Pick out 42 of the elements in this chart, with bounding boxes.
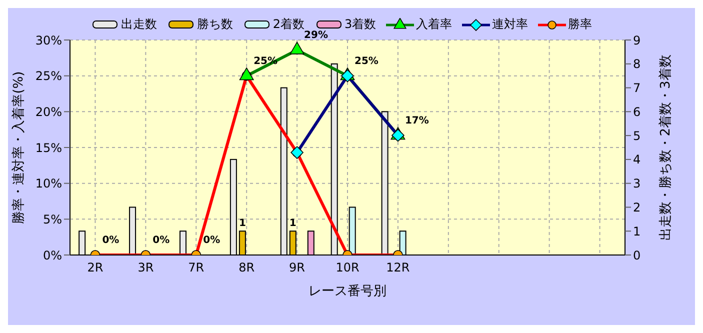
data-label: 1 xyxy=(289,218,296,230)
legend-label: 3着数 xyxy=(344,17,376,31)
y-axis-title: 勝率・連対率・入着率(%) xyxy=(10,71,27,224)
y-tick-label: 25% xyxy=(35,69,62,84)
y2-tick-label: 0 xyxy=(633,248,641,262)
data-label: 29% xyxy=(304,30,328,42)
data-label: 17% xyxy=(404,115,429,126)
data-label: 0% xyxy=(102,235,120,246)
x-axis-title: レース番号別 xyxy=(308,284,386,299)
legend-label: 入着率 xyxy=(415,16,452,33)
y2-tick-label: 2 xyxy=(633,200,641,214)
y-tick-label: 15% xyxy=(35,140,62,155)
legend-label: 勝率 xyxy=(567,16,592,33)
data-label: 25% xyxy=(354,56,378,67)
x-tick-label: 2R xyxy=(87,260,104,275)
data-label: 1 xyxy=(238,218,246,230)
y2-tick-label: 8 xyxy=(633,57,641,72)
x-tick-label: 3R xyxy=(138,260,154,275)
data-label: 0% xyxy=(203,235,220,246)
y2-tick-label: 7 xyxy=(633,81,641,96)
y2-tick-label: 5 xyxy=(633,128,641,143)
y-tick-label: 30% xyxy=(35,33,62,48)
y-tick-label: 10% xyxy=(35,176,62,191)
y-tick-label: 0% xyxy=(42,248,62,262)
y2-tick-label: 4 xyxy=(633,152,641,167)
x-tick-label: 12R xyxy=(386,260,410,275)
y2-tick-label: 1 xyxy=(633,224,641,238)
y2-tick-label: 9 xyxy=(633,33,641,48)
y2-tick-label: 6 xyxy=(633,104,641,119)
x-tick-label: 9R xyxy=(289,260,306,275)
y-tick-label: 5% xyxy=(42,212,62,226)
y2-tick-label: 3 xyxy=(633,176,641,191)
legend-label: 連対率 xyxy=(491,16,528,33)
legend-label: 出走数 xyxy=(120,16,157,33)
x-tick-label: 7R xyxy=(188,260,204,275)
x-tick-label: 8R xyxy=(238,260,255,275)
x-tick-label: 10R xyxy=(336,260,360,275)
legend-label: 勝ち数 xyxy=(196,16,233,33)
data-label: 0% xyxy=(152,235,170,246)
legend-label: 2着数 xyxy=(272,16,304,33)
y-tick-label: 20% xyxy=(35,104,62,119)
y2-axis-title: 出走数・勝ち数・2着数・3着数 xyxy=(658,54,674,240)
